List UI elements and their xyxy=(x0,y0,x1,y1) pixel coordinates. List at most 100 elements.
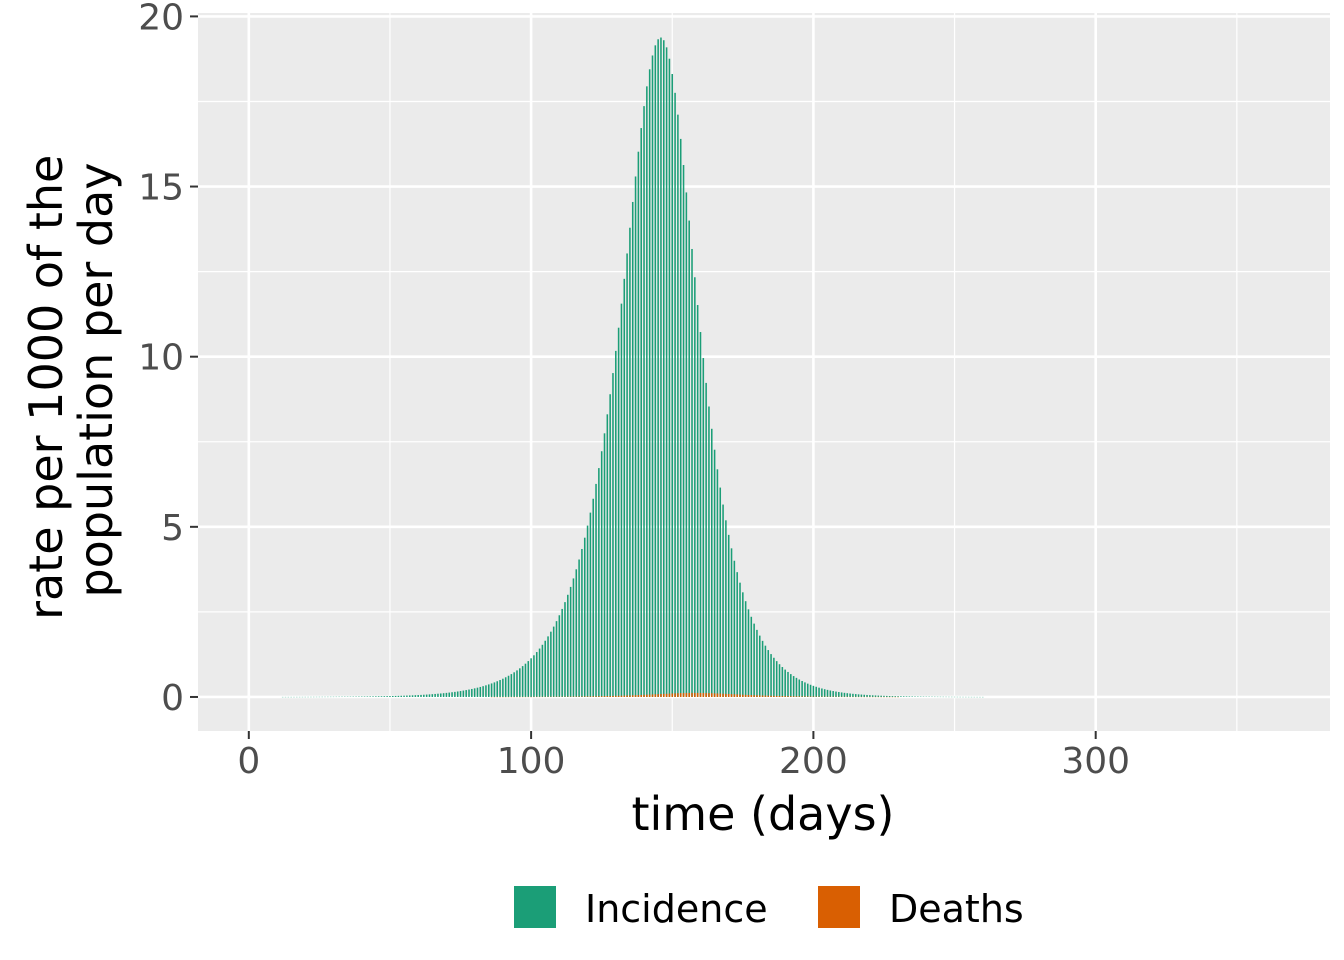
incidence-bar xyxy=(595,483,597,697)
incidence-bar xyxy=(902,696,905,697)
incidence-bar xyxy=(674,92,676,697)
deaths-bar xyxy=(663,693,665,697)
incidence-bar xyxy=(854,694,857,697)
incidence-bar xyxy=(750,616,753,697)
incidence-bar xyxy=(626,253,628,697)
incidence-bar xyxy=(561,608,563,697)
incidence-bar xyxy=(688,220,690,697)
incidence-bar xyxy=(657,39,659,697)
deaths-bar xyxy=(790,696,792,697)
legend-label-deaths: Deaths xyxy=(889,887,1024,931)
incidence-bar xyxy=(490,683,493,697)
deaths-bar xyxy=(747,694,750,697)
incidence-bar xyxy=(544,640,546,697)
incidence-bar xyxy=(665,47,668,697)
x-tick-label: 200 xyxy=(779,741,848,782)
deaths-bar xyxy=(688,692,690,697)
incidence-bar xyxy=(905,696,908,697)
incidence-bar xyxy=(764,645,767,697)
incidence-bar xyxy=(742,592,744,697)
x-axis-title: time (days) xyxy=(631,787,894,841)
incidence-bar xyxy=(403,695,405,697)
deaths-bar xyxy=(756,695,758,697)
incidence-bar xyxy=(790,674,792,697)
y-tick-label: 15 xyxy=(138,168,184,209)
deaths-bar xyxy=(705,693,707,697)
incidence-bar xyxy=(756,629,758,697)
deaths-bar xyxy=(629,695,631,697)
incidence-bar xyxy=(677,114,679,697)
incidence-bar xyxy=(871,695,874,697)
deaths-bar xyxy=(727,693,730,697)
incidence-bar xyxy=(623,278,626,697)
deaths-bar xyxy=(634,695,637,697)
incidence-bar xyxy=(792,676,795,697)
incidence-bar xyxy=(530,658,532,697)
incidence-bar xyxy=(736,572,738,697)
incidence-bar xyxy=(516,670,518,697)
deaths-bar xyxy=(784,696,786,697)
deaths-bar xyxy=(598,696,600,697)
incidence-bar xyxy=(900,696,902,697)
deaths-bar xyxy=(671,693,674,697)
incidence-bar xyxy=(375,696,377,697)
incidence-bar xyxy=(835,691,837,697)
deaths-bar xyxy=(716,693,719,697)
incidence-bar xyxy=(425,694,428,697)
incidence-bar xyxy=(414,695,417,697)
incidence-bar xyxy=(758,635,761,697)
incidence-bar xyxy=(860,694,863,697)
deaths-bar xyxy=(739,694,741,697)
incidence-bar xyxy=(389,696,391,697)
incidence-bar xyxy=(795,677,798,697)
incidence-bar xyxy=(705,382,707,697)
incidence-bar xyxy=(699,332,702,697)
incidence-bar xyxy=(730,548,733,697)
deaths-bar xyxy=(612,695,614,697)
deaths-bar xyxy=(643,694,645,697)
deaths-bar xyxy=(778,695,781,697)
incidence-bar xyxy=(510,674,513,697)
incidence-bar xyxy=(722,504,724,697)
incidence-bar xyxy=(392,695,394,697)
incidence-bar xyxy=(668,58,671,697)
incidence-bar xyxy=(456,691,459,697)
deaths-bar xyxy=(725,693,727,697)
deaths-bar xyxy=(583,696,586,697)
incidence-bar xyxy=(468,689,470,697)
deaths-bar xyxy=(682,693,685,697)
incidence-bar xyxy=(702,358,705,697)
incidence-bar xyxy=(654,45,657,697)
deaths-bar xyxy=(801,696,803,697)
incidence-bar xyxy=(685,192,688,697)
deaths-bar xyxy=(660,693,662,697)
incidence-bar xyxy=(417,695,419,697)
deaths-bar xyxy=(606,696,609,697)
incidence-bar xyxy=(761,640,764,697)
deaths-bar xyxy=(600,696,603,697)
deaths-bar xyxy=(713,693,716,697)
incidence-bar xyxy=(883,695,885,697)
incidence-bar xyxy=(600,451,603,697)
deaths-bar xyxy=(798,696,801,697)
deaths-bar xyxy=(617,695,620,697)
incidence-bar xyxy=(821,688,823,697)
deaths-bar xyxy=(646,694,648,697)
incidence-bar xyxy=(434,693,436,697)
incidence-bar xyxy=(612,373,614,697)
deaths-bar xyxy=(592,696,594,697)
deaths-bar xyxy=(730,694,733,697)
legend-key-incidence xyxy=(514,886,556,928)
deaths-bar xyxy=(665,693,668,697)
incidence-bar xyxy=(603,433,606,697)
incidence-bar xyxy=(880,695,882,697)
deaths-bar xyxy=(637,695,640,697)
incidence-bar xyxy=(617,327,620,697)
deaths-bar xyxy=(668,693,671,697)
incidence-bar xyxy=(609,394,611,697)
incidence-bar xyxy=(479,686,482,697)
incidence-bar xyxy=(465,690,467,697)
x-tick-label: 300 xyxy=(1061,741,1130,782)
incidence-bar xyxy=(569,586,572,697)
incidence-bar xyxy=(445,692,448,697)
